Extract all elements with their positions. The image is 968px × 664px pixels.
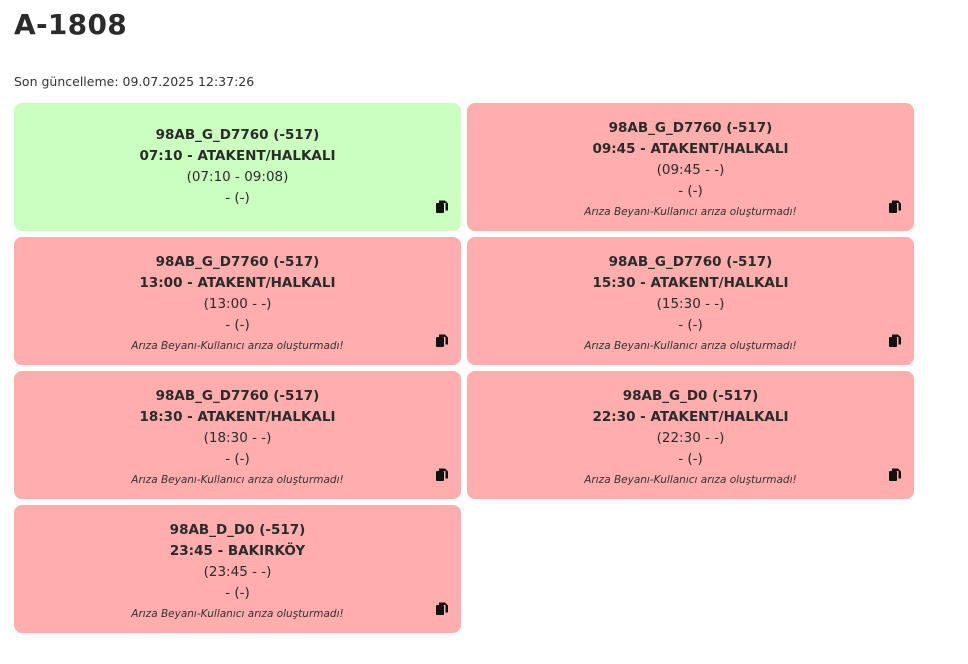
- trip-card: 98AB_G_D7760 (-517) 07:10 - ATAKENT/HALK…: [14, 103, 461, 231]
- trip-code: 98AB_G_D7760 (-517): [608, 120, 773, 136]
- trip-extra: - (-): [225, 451, 250, 467]
- trip-card: 98AB_G_D0 (-517) 22:30 - ATAKENT/HALKALI…: [467, 371, 914, 499]
- last-updated: Son güncelleme: 09.07.2025 12:37:26: [14, 74, 255, 89]
- copy-icon[interactable]: [435, 334, 449, 348]
- trip-grid: 98AB_G_D7760 (-517) 07:10 - ATAKENT/HALK…: [14, 103, 914, 633]
- trip-extra: - (-): [225, 585, 250, 601]
- trip-extra: - (-): [678, 317, 703, 333]
- trip-extra: - (-): [225, 190, 250, 206]
- trip-extra: - (-): [678, 183, 703, 199]
- trip-route: 09:45 - ATAKENT/HALKALI: [592, 141, 789, 157]
- trip-code: 98AB_G_D7760 (-517): [155, 127, 320, 143]
- trip-extra: - (-): [225, 317, 250, 333]
- trip-card: 98AB_G_D7760 (-517) 18:30 - ATAKENT/HALK…: [14, 371, 461, 499]
- copy-icon[interactable]: [435, 200, 449, 214]
- fault-note: Arıza Beyanı-Kullanıcı arıza oluşturmadı…: [584, 340, 797, 352]
- fault-note: Arıza Beyanı-Kullanıcı arıza oluşturmadı…: [131, 340, 344, 352]
- trip-times: (23:45 - -): [203, 564, 272, 580]
- trip-code: 98AB_D_D0 (-517): [169, 522, 306, 538]
- trip-route: 15:30 - ATAKENT/HALKALI: [592, 275, 789, 291]
- trip-card: 98AB_G_D7760 (-517) 09:45 - ATAKENT/HALK…: [467, 103, 914, 231]
- trip-route: 13:00 - ATAKENT/HALKALI: [139, 275, 336, 291]
- copy-icon[interactable]: [888, 468, 902, 482]
- trip-route: 18:30 - ATAKENT/HALKALI: [139, 409, 336, 425]
- fault-note: Arıza Beyanı-Kullanıcı arıza oluşturmadı…: [131, 474, 344, 486]
- trip-card: 98AB_G_D7760 (-517) 13:00 - ATAKENT/HALK…: [14, 237, 461, 365]
- trip-code: 98AB_G_D7760 (-517): [155, 388, 320, 404]
- trip-times: (07:10 - 09:08): [186, 169, 289, 185]
- trip-times: (09:45 - -): [656, 162, 725, 178]
- fault-note: Arıza Beyanı-Kullanıcı arıza oluşturmadı…: [584, 206, 797, 218]
- copy-icon[interactable]: [888, 200, 902, 214]
- trip-extra: - (-): [678, 451, 703, 467]
- page-title: A-1808: [14, 8, 128, 41]
- copy-icon[interactable]: [435, 468, 449, 482]
- trip-route: 22:30 - ATAKENT/HALKALI: [592, 409, 789, 425]
- trip-card: 98AB_G_D7760 (-517) 15:30 - ATAKENT/HALK…: [467, 237, 914, 365]
- fault-note: Arıza Beyanı-Kullanıcı arıza oluşturmadı…: [131, 608, 344, 620]
- trip-code: 98AB_G_D0 (-517): [622, 388, 759, 404]
- trip-route: 23:45 - BAKIRKÖY: [169, 543, 306, 559]
- trip-times: (13:00 - -): [203, 296, 272, 312]
- copy-icon[interactable]: [888, 334, 902, 348]
- trip-times: (15:30 - -): [656, 296, 725, 312]
- copy-icon[interactable]: [435, 602, 449, 616]
- trip-card: 98AB_D_D0 (-517) 23:45 - BAKIRKÖY (23:45…: [14, 505, 461, 633]
- trip-route: 07:10 - ATAKENT/HALKALI: [139, 148, 336, 164]
- fault-note: Arıza Beyanı-Kullanıcı arıza oluşturmadı…: [584, 474, 797, 486]
- trip-code: 98AB_G_D7760 (-517): [608, 254, 773, 270]
- trip-times: (18:30 - -): [203, 430, 272, 446]
- trip-code: 98AB_G_D7760 (-517): [155, 254, 320, 270]
- trip-times: (22:30 - -): [656, 430, 725, 446]
